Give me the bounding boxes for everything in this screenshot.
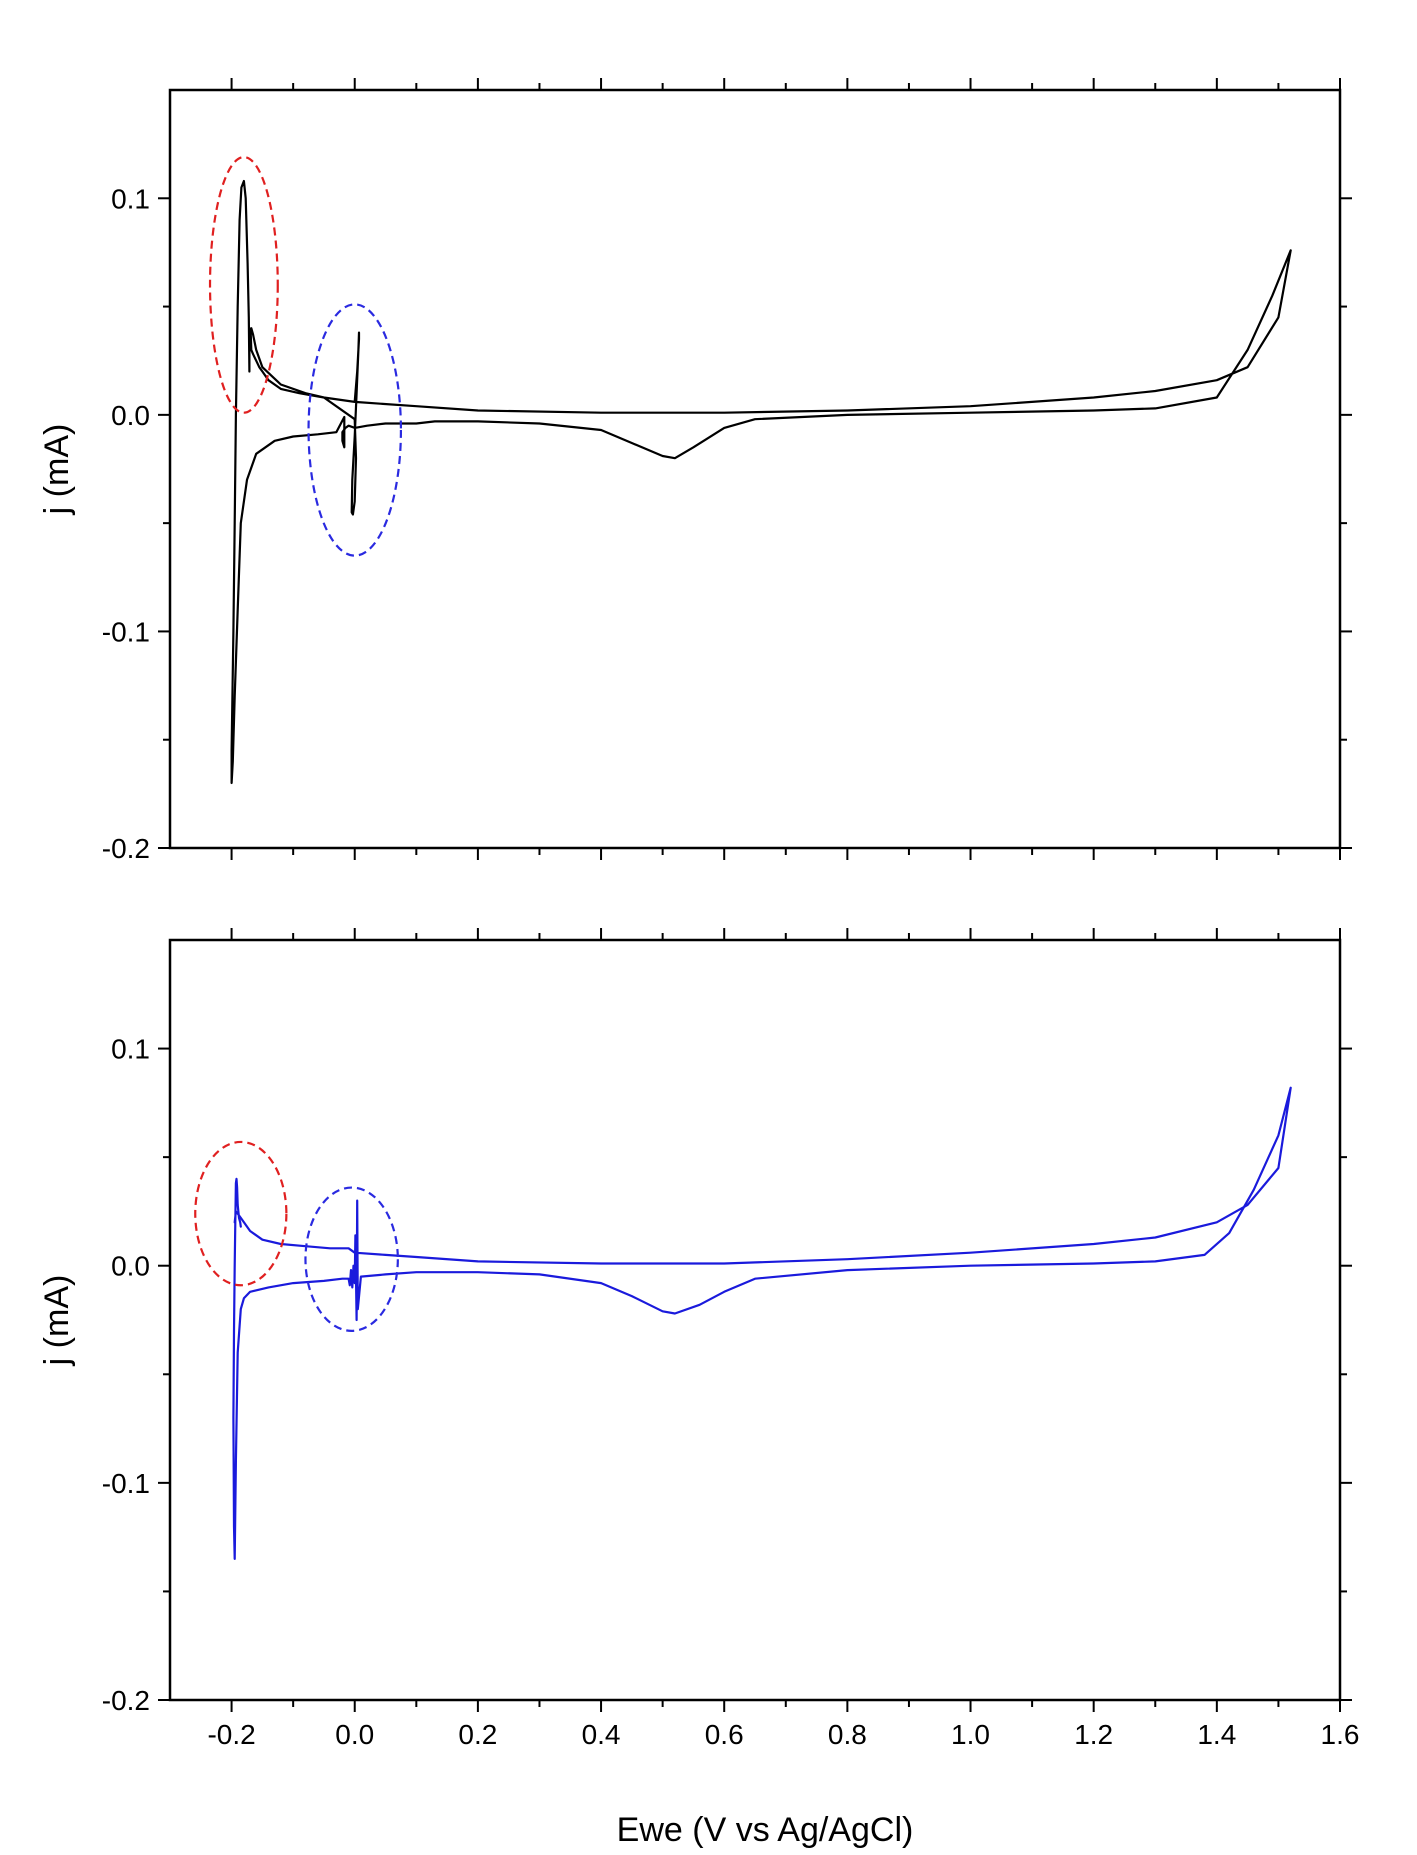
y-axis-label: j (mA) [38, 1275, 76, 1367]
x-tick-label: 0.0 [335, 1719, 374, 1750]
y-tick-label: 0.1 [111, 183, 150, 214]
x-axis-label: Ewe (V vs Ag/AgCl) [617, 1811, 914, 1849]
x-tick-label: -0.2 [207, 1719, 255, 1750]
x-tick-label: 1.2 [1074, 1719, 1113, 1750]
x-tick-label: 1.6 [1321, 1719, 1360, 1750]
y-tick-label: -0.1 [102, 616, 150, 647]
x-tick-label: 0.2 [458, 1719, 497, 1750]
highlight-ellipse [307, 303, 403, 557]
y-tick-label: -0.2 [102, 1685, 150, 1716]
x-tick-label: 0.6 [705, 1719, 744, 1750]
y-tick-label: 0.0 [111, 1251, 150, 1282]
panel-bottom: -0.2 0.0 0.2 0.4 0.6 0.8 1.0 1.2 1.4 1.6 -0.2 -0.1 0… [38, 928, 1359, 1750]
plot-frame [168, 938, 1342, 1702]
y-axis-label: j (mA) [38, 424, 76, 516]
x-tick-label: 1.4 [1197, 1719, 1236, 1750]
x-tick-label: 0.4 [582, 1719, 621, 1750]
y-tick-label: 0.1 [111, 1034, 150, 1065]
panel-top: -0.2 -0.1 0.0 0.1 j (mA) [38, 78, 1352, 864]
x-tick-label: 1.0 [951, 1719, 990, 1750]
y-tick-label: -0.1 [102, 1468, 150, 1499]
highlight-ellipse [304, 1186, 399, 1332]
plot-frame [168, 88, 1342, 850]
highlight-ellipse [194, 1140, 288, 1287]
series-line [232, 1086, 1292, 1561]
x-tick-label: 0.8 [828, 1719, 867, 1750]
y-tick-label: 0.0 [111, 400, 150, 431]
y-tick-label: -0.2 [102, 833, 150, 864]
series-line [230, 179, 1292, 785]
highlight-ellipse [208, 156, 279, 414]
